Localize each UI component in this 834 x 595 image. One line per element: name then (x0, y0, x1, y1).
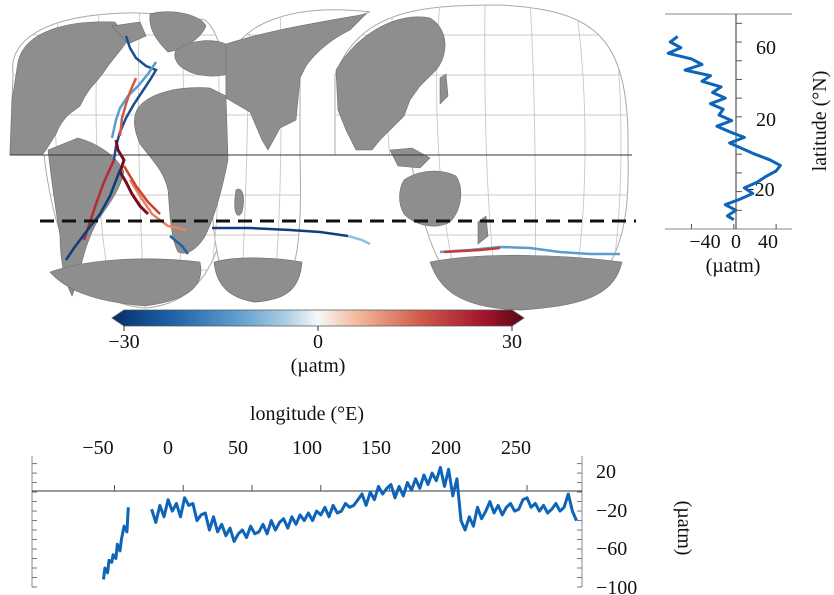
antarctica-east (429, 254, 623, 311)
lon-panel-y-ticks (32, 463, 582, 588)
lon-x-tick-label-0: 0 (163, 437, 173, 459)
asia-east (335, 16, 446, 151)
antarctica-middle (213, 257, 303, 303)
lon-axis-title: longitude (°E) (250, 403, 364, 425)
lon-y-tick-label-neg20: −20 (596, 500, 627, 522)
europe (174, 40, 229, 77)
lon-x-tick-label-neg50: −50 (82, 437, 113, 459)
longitude-profile-segment-1 (102, 507, 130, 580)
maritime-se-asia (389, 147, 431, 169)
colorbar-label-min: −30 (108, 331, 139, 353)
track-sw-atlantic-blue (169, 235, 189, 255)
lat-y-axis-title: latitude (°N) (809, 71, 831, 172)
antarctica-west (49, 258, 202, 307)
lon-x-tick-label-200: 200 (431, 437, 461, 459)
lon-x-tick-label-100: 100 (292, 437, 322, 459)
lat-x-tick-label-neg40: −40 (689, 231, 720, 253)
track-southern-pacific-red (443, 246, 501, 254)
arctic-islands (111, 21, 147, 45)
new-zealand (477, 215, 489, 245)
japan (439, 73, 449, 105)
asia-west (225, 13, 367, 151)
colorbar: −30 0 30 (µatm) (108, 309, 525, 377)
lat-x-tick-label-40: 40 (758, 231, 778, 253)
lat-panel-y-ticks (736, 22, 742, 211)
lon-y-tick-label-neg60: −60 (596, 538, 627, 560)
track-north-atlantic-red (118, 77, 138, 137)
lon-y-axis-title: (µatm) (673, 501, 695, 556)
track-south-atlantic-b (64, 169, 122, 261)
greenland (149, 11, 207, 53)
lon-x-tick-label-50: 50 (228, 437, 248, 459)
madagascar (234, 188, 244, 216)
world-map (9, 4, 636, 311)
lat-y-tick-label-20: 20 (756, 109, 776, 131)
latitude-profile-panel: −40 0 40 (µatm) 60 20 −20 latitude (°N) (665, 13, 831, 277)
lon-panel-x-ticks (114, 485, 528, 491)
colorbar-label-mid: 0 (313, 331, 323, 353)
lat-panel-x-ticks (690, 224, 777, 229)
track-south-atlantic-c (128, 179, 187, 232)
track-south-atlantic-d (122, 165, 161, 215)
australia (399, 170, 462, 227)
longitude-profile-segment-2 (150, 465, 578, 543)
colorbar-unit-label: (µatm) (291, 355, 346, 377)
lon-x-tick-label-250: 250 (501, 437, 531, 459)
ship-tracks (64, 35, 620, 261)
latitude-profile-line (666, 35, 782, 221)
track-southern-indian (212, 226, 349, 238)
north-america (9, 21, 129, 156)
lon-y-tick-label-20: 20 (596, 461, 616, 483)
colorbar-label-max: 30 (502, 331, 522, 353)
track-equatorial-dark (114, 139, 150, 216)
track-southern-indian-light (347, 234, 371, 246)
longitude-profile-panel: longitude (°E) −50 0 50 100 150 200 250 … (31, 403, 695, 595)
longitude-profile-lines (102, 465, 578, 580)
lon-x-tick-label-150: 150 (361, 437, 391, 459)
lat-x-tick-label-0: 0 (731, 231, 741, 253)
africa (134, 87, 229, 254)
lat-y-tick-label-60: 60 (756, 37, 776, 59)
lon-y-tick-label-neg100: −100 (596, 577, 637, 595)
lat-x-unit-label: (µatm) (706, 255, 761, 277)
colorbar-bar (111, 309, 525, 327)
